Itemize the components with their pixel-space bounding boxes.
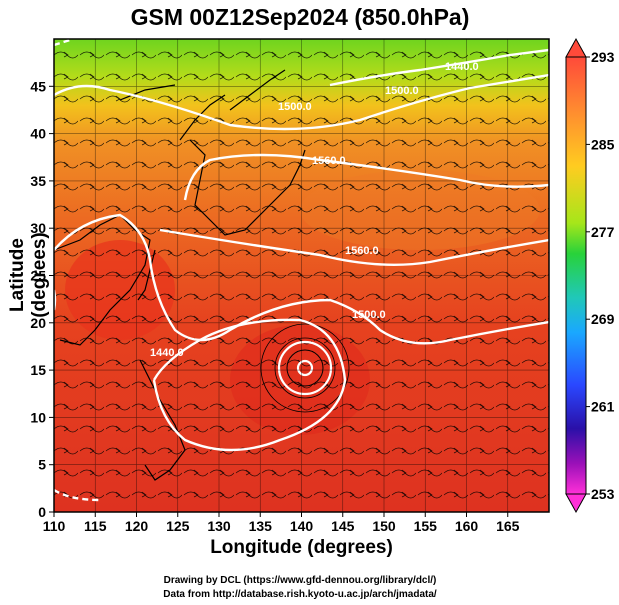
typhoon-vortex [260, 323, 350, 413]
y-tick-label: 35 [30, 173, 46, 189]
x-axis-label: Longitude (degrees) [210, 537, 393, 558]
x-axis: 110 115 120 125 130 135 140 145 150 155 160 165 [43, 512, 520, 534]
contour-label: 1560.0 [345, 245, 379, 257]
chart-title: GSM 00Z12Sep2024 (850.0hPa) [130, 4, 470, 30]
x-tick-label: 125 [166, 518, 190, 534]
y-tick-label: 45 [30, 78, 46, 94]
credit-line-dcl: Drawing by DCL (https://www.gfd-dennou.o… [163, 575, 437, 586]
colorbar: 293 285 277 269 261 253 [565, 37, 615, 514]
colorbar-tick-label: 269 [591, 311, 615, 327]
credit-line-data: Data from http://database.rish.kyoto-u.a… [163, 589, 437, 600]
colorbar-tick-label: 285 [591, 136, 615, 152]
y-tick-label: 0 [38, 504, 46, 520]
y-axis-label: Latitude (degrees) [7, 232, 50, 318]
contour-label: 1440.0 [150, 347, 184, 359]
x-tick-label: 120 [125, 518, 149, 534]
height-contours [54, 39, 549, 502]
y-tick-label: 20 [30, 315, 46, 331]
contour-label: 1500.0 [352, 309, 386, 321]
x-tick-label: 150 [372, 518, 396, 534]
contour-label: 1500.0 [385, 85, 419, 97]
y-tick-label: 5 [38, 457, 46, 473]
contour-label: 1560.0 [312, 155, 346, 167]
colorbar-tick-label: 253 [591, 486, 615, 502]
x-tick-label: 145 [331, 518, 355, 534]
y-axis: 0 5 10 15 20 25 30 35 40 45 [30, 78, 54, 520]
y-tick-label: 25 [30, 268, 46, 284]
x-tick-label: 135 [249, 518, 273, 534]
y-tick-label: 15 [30, 362, 46, 378]
y-tick-label: 30 [30, 220, 46, 236]
contour-label: 1500.0 [278, 101, 312, 113]
colorbar-tick-label: 261 [591, 399, 615, 415]
y-tick-label: 10 [30, 409, 46, 425]
contour-labels: 1440.0 1500.0 1560.0 1560.0 1500.0 1440.… [150, 61, 479, 359]
colorbar-tick-label: 293 [591, 49, 615, 65]
x-tick-label: 115 [84, 518, 107, 534]
plot-area: 1440.0 1500.0 1560.0 1560.0 1500.0 1440.… [54, 39, 549, 512]
x-tick-label: 110 [43, 518, 66, 534]
colorbar-tick-label: 277 [591, 224, 615, 240]
x-tick-label: 160 [455, 518, 479, 534]
x-tick-label: 130 [207, 518, 231, 534]
y-tick-label: 40 [30, 126, 46, 142]
x-tick-label: 155 [414, 518, 438, 534]
x-tick-label: 165 [496, 518, 520, 534]
x-tick-label: 140 [290, 518, 314, 534]
contour-label: 1440.0 [445, 61, 479, 73]
